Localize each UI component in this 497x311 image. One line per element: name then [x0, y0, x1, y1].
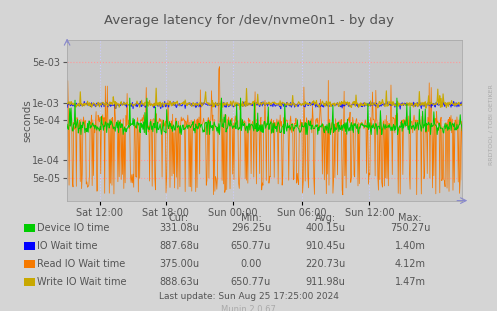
Text: RRDTOOL / TOBI OETIKER: RRDTOOL / TOBI OETIKER: [488, 84, 493, 165]
Text: 296.25u: 296.25u: [231, 223, 271, 233]
Text: Average latency for /dev/nvme0n1 - by day: Average latency for /dev/nvme0n1 - by da…: [103, 14, 394, 27]
Text: Write IO Wait time: Write IO Wait time: [37, 277, 127, 287]
Text: 1.40m: 1.40m: [395, 241, 425, 251]
Text: Last update: Sun Aug 25 17:25:00 2024: Last update: Sun Aug 25 17:25:00 2024: [159, 292, 338, 301]
Text: IO Wait time: IO Wait time: [37, 241, 98, 251]
Text: Read IO Wait time: Read IO Wait time: [37, 259, 126, 269]
Text: 331.08u: 331.08u: [159, 223, 199, 233]
Text: Device IO time: Device IO time: [37, 223, 110, 233]
Text: Munin 2.0.67: Munin 2.0.67: [221, 305, 276, 311]
Text: 220.73u: 220.73u: [306, 259, 345, 269]
Text: 4.12m: 4.12m: [395, 259, 425, 269]
Text: Min:: Min:: [241, 213, 261, 223]
Text: 750.27u: 750.27u: [390, 223, 430, 233]
Text: 1.47m: 1.47m: [395, 277, 425, 287]
Text: 650.77u: 650.77u: [231, 277, 271, 287]
Text: Avg:: Avg:: [315, 213, 336, 223]
Text: 911.98u: 911.98u: [306, 277, 345, 287]
Text: 887.68u: 887.68u: [159, 241, 199, 251]
Text: Cur:: Cur:: [169, 213, 189, 223]
Text: 650.77u: 650.77u: [231, 241, 271, 251]
Text: 375.00u: 375.00u: [159, 259, 199, 269]
Text: Max:: Max:: [398, 213, 422, 223]
Y-axis label: seconds: seconds: [23, 99, 33, 142]
Text: 888.63u: 888.63u: [159, 277, 199, 287]
Text: 400.15u: 400.15u: [306, 223, 345, 233]
Text: 910.45u: 910.45u: [306, 241, 345, 251]
Text: 0.00: 0.00: [240, 259, 262, 269]
